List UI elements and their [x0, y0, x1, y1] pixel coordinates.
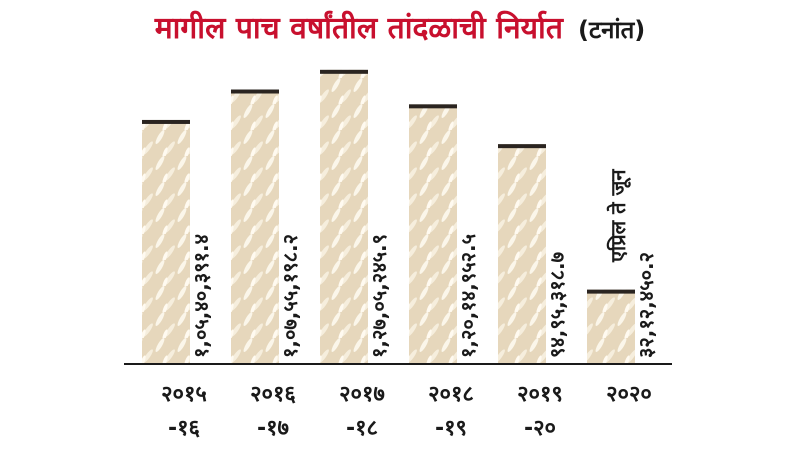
value-label-5: ३२,१२,४५०.२ [634, 252, 658, 358]
value-label-0: १,०५,४०,३९१.४ [189, 234, 213, 358]
category-label-1-0: २०१६ [250, 382, 296, 407]
category-label-3-0: २०१८ [428, 382, 474, 407]
bar-top-edge-2 [320, 69, 368, 74]
category-label-4-0: २०१९ [517, 382, 563, 407]
bar-5 [587, 289, 635, 364]
category-label-0-1: -१६ [168, 416, 201, 441]
value-label-2: १,२७,०५,२४५.९ [367, 234, 391, 358]
bar-2 [320, 69, 368, 364]
category-label-5-0: २०२० [606, 382, 652, 407]
category-label-4-1: -२० [524, 416, 556, 441]
bar-top-edge-1 [231, 89, 279, 94]
bar-top-edge-5 [587, 289, 635, 294]
chart-title: मागील पाच वर्षांतील तांदळाची निर्यात [154, 11, 563, 46]
bar-1 [231, 89, 279, 365]
category-label-2-0: २०१७ [339, 382, 385, 407]
labels-layer: १,०५,४०,३९१.४ २०१५ -१६ १,०७,५५,१९८.२ २०१६ -१७… [161, 169, 658, 441]
category-label-3-1: -१९ [435, 416, 467, 441]
bar-3 [409, 104, 457, 364]
chart-unit: (टनांत) [578, 16, 646, 44]
bar-top-edge-4 [498, 144, 546, 149]
category-label-2-1: -१८ [346, 416, 378, 441]
chart-title-row: मागील पाच वर्षांतील तांदळाची निर्यात (टन… [0, 6, 800, 47]
bar-0 [142, 119, 190, 364]
value-label-1: १,०७,५५,१९८.२ [278, 234, 302, 358]
value-label-3: १,२०,१४,९५२.५ [456, 234, 480, 358]
value-label-4: ९४,९५,३१८.७ [545, 252, 569, 358]
category-label-0-0: २०१५ [161, 382, 207, 407]
bar-top-edge-0 [142, 119, 190, 124]
annotation-label: एप्रिल ते जून [606, 169, 631, 263]
category-label-1-1: -१७ [257, 416, 289, 441]
bar-4 [498, 144, 546, 364]
bar-top-edge-3 [409, 104, 457, 109]
bars-layer [142, 69, 635, 365]
